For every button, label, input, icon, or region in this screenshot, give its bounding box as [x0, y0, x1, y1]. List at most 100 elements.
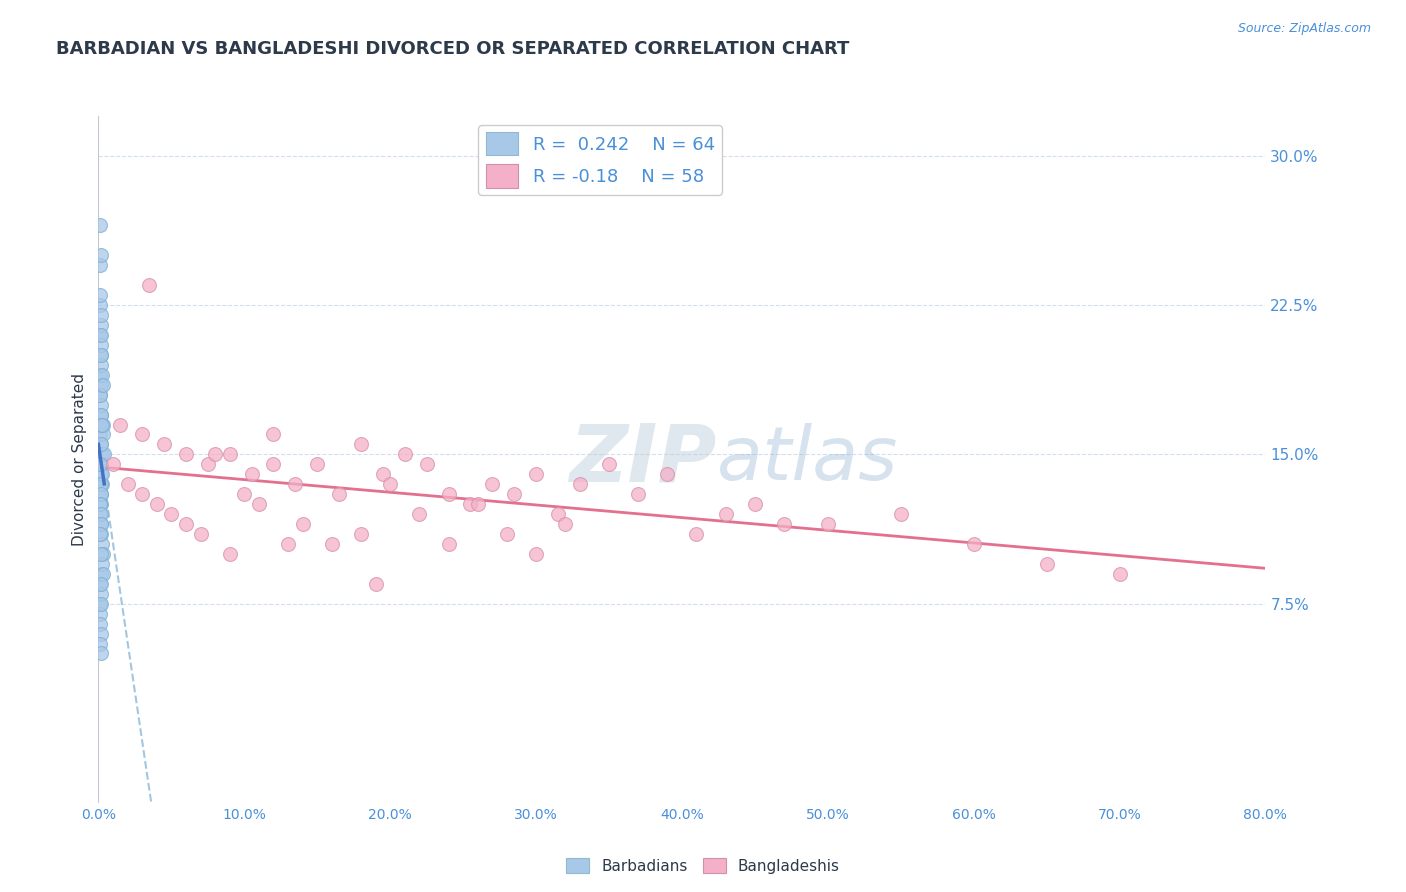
Point: [714, 507, 737, 521]
Point: [90, 487, 112, 501]
Point: [262, 458, 284, 472]
Point: [89, 527, 111, 541]
Point: [90, 647, 112, 661]
Point: [554, 517, 576, 532]
Point: [408, 507, 430, 521]
Text: atlas: atlas: [717, 424, 898, 495]
Point: [773, 517, 796, 532]
Point: [503, 487, 526, 501]
Legend: R =  0.242    N = 64, R = -0.18    N = 58: R = 0.242 N = 64, R = -0.18 N = 58: [478, 125, 721, 194]
Point: [90, 408, 112, 422]
Point: [547, 507, 569, 521]
Point: [90, 497, 112, 511]
Point: [190, 527, 212, 541]
Point: [350, 527, 373, 541]
Point: [307, 458, 329, 472]
Point: [91, 377, 114, 392]
Point: [91, 368, 114, 382]
Point: [131, 427, 153, 442]
Point: [89, 636, 111, 650]
Point: [1035, 557, 1057, 571]
Text: BARBADIAN VS BANGLADESHI DIVORCED OR SEPARATED CORRELATION CHART: BARBADIAN VS BANGLADESHI DIVORCED OR SEP…: [56, 40, 849, 58]
Point: [90, 398, 112, 412]
Point: [90, 576, 112, 591]
Point: [247, 497, 270, 511]
Point: [90, 527, 112, 541]
Point: [90, 338, 112, 352]
Point: [89, 458, 111, 472]
Point: [277, 537, 299, 551]
Point: [89, 328, 111, 343]
Point: [90, 487, 112, 501]
Point: [962, 537, 984, 551]
Point: [89, 477, 111, 491]
Point: [415, 458, 437, 472]
Point: [90, 328, 112, 343]
Point: [233, 487, 256, 501]
Point: [90, 377, 112, 392]
Point: [91, 447, 114, 461]
Point: [146, 497, 169, 511]
Point: [91, 537, 114, 551]
Point: [91, 417, 114, 432]
Point: [91, 557, 114, 571]
Point: [89, 597, 111, 611]
Point: [89, 387, 111, 401]
Point: [89, 616, 111, 631]
Point: [460, 497, 482, 511]
Point: [91, 427, 114, 442]
Point: [262, 427, 284, 442]
Point: [90, 626, 112, 640]
Point: [90, 467, 112, 482]
Point: [90, 566, 112, 581]
Point: [90, 408, 112, 422]
Point: [90, 597, 112, 611]
Point: [90, 517, 112, 532]
Point: [90, 248, 112, 262]
Point: [90, 318, 112, 332]
Point: [321, 537, 343, 551]
Point: [437, 537, 460, 551]
Point: [291, 517, 314, 532]
Point: [218, 447, 240, 461]
Point: [481, 477, 503, 491]
Point: [284, 477, 307, 491]
Point: [1108, 566, 1130, 581]
Point: [90, 348, 112, 362]
Point: [89, 258, 111, 272]
Point: [91, 467, 114, 482]
Point: [685, 527, 707, 541]
Point: [138, 278, 160, 293]
Point: [657, 467, 679, 482]
Point: [174, 447, 197, 461]
Point: [90, 348, 112, 362]
Point: [131, 487, 153, 501]
Point: [627, 487, 650, 501]
Point: [89, 507, 111, 521]
Point: [371, 467, 394, 482]
Point: [101, 458, 124, 472]
Point: [89, 288, 111, 302]
Point: [240, 467, 263, 482]
Point: [328, 487, 350, 501]
Point: [378, 477, 402, 491]
Text: ZIP: ZIP: [569, 420, 717, 499]
Point: [91, 417, 114, 432]
Point: [90, 507, 112, 521]
Text: Source: ZipAtlas.com: Source: ZipAtlas.com: [1237, 22, 1371, 36]
Point: [90, 517, 112, 532]
Y-axis label: Divorced or Separated: Divorced or Separated: [72, 373, 87, 546]
Point: [90, 308, 112, 322]
Point: [467, 497, 489, 511]
Point: [364, 576, 387, 591]
Point: [218, 547, 240, 561]
Point: [437, 487, 460, 501]
Point: [817, 517, 839, 532]
Point: [91, 566, 114, 581]
Point: [90, 437, 112, 451]
Point: [89, 607, 111, 621]
Point: [598, 458, 620, 472]
Point: [90, 358, 112, 372]
Point: [350, 437, 373, 451]
Point: [89, 387, 111, 401]
